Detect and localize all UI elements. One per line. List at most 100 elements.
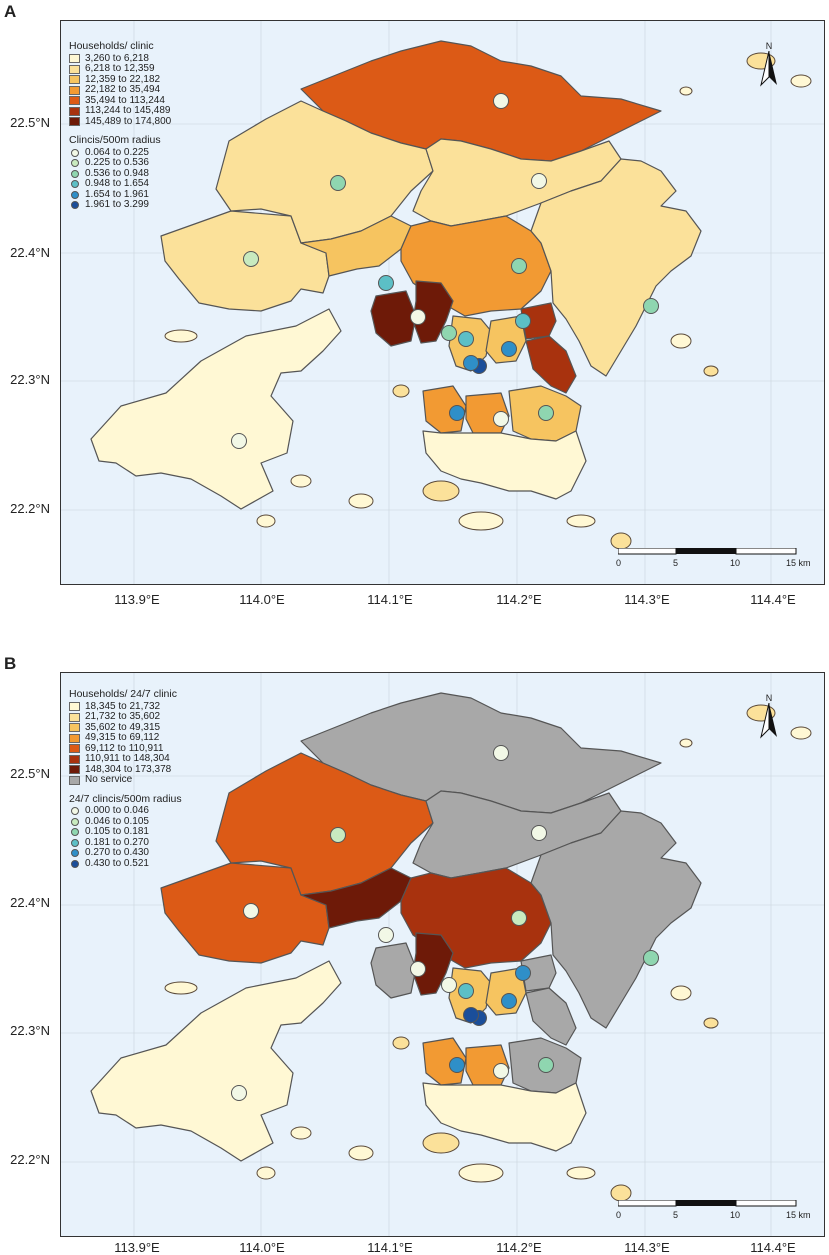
dot-legend-label: 0.181 to 0.270 — [85, 836, 149, 848]
north-arrow-icon — [760, 702, 777, 739]
fill-swatch — [69, 712, 80, 722]
fill-legend-title: Households/ clinic — [69, 40, 154, 52]
island — [290, 1126, 312, 1140]
north-arrow-a: N — [758, 41, 780, 89]
clinic-density-dot — [515, 965, 531, 981]
district-region — [422, 385, 467, 434]
clinic-density-dot — [231, 433, 247, 449]
island — [679, 86, 693, 96]
fill-swatch — [69, 723, 80, 733]
island — [610, 532, 632, 550]
scale-tick: 5 — [673, 1210, 679, 1220]
north-label: N — [765, 41, 773, 51]
fill-legend-label: 113,244 to 145,489 — [85, 105, 171, 117]
district-region — [422, 430, 587, 500]
island — [458, 511, 504, 531]
island — [610, 1184, 632, 1202]
fill-legend-title: Households/ 24/7 clinic — [69, 688, 177, 700]
lat-label: 22.3°N — [10, 372, 50, 387]
clinic-density-dot — [410, 961, 426, 977]
dot-legend-item: 0.046 to 0.105 — [69, 816, 182, 828]
fill-legend-label: No service — [85, 774, 133, 786]
lat-label: 22.4°N — [10, 245, 50, 260]
lat-label: 22.2°N — [10, 501, 50, 516]
fill-legend-label: 6,218 to 12,359 — [85, 63, 155, 75]
clinic-density-dot — [378, 927, 394, 943]
dot-legend-item: 0.105 to 0.181 — [69, 827, 182, 838]
dot-legend-label: 0.948 to 1.654 — [85, 178, 149, 190]
lon-label: 114.1°E — [367, 1240, 413, 1255]
fill-legend-item: 22,182 to 35,494 — [69, 85, 171, 96]
island — [458, 1163, 504, 1183]
clinic-density-dot — [538, 405, 554, 421]
clinic-density-dot — [511, 910, 527, 926]
lon-label: 114.4°E — [750, 1240, 796, 1255]
clinic-density-dot — [458, 983, 474, 999]
clinic-density-dot — [441, 977, 457, 993]
dot-legend-label: 0.536 to 0.948 — [85, 167, 149, 179]
dot-legend-title: Clincis/500m radius — [69, 134, 161, 146]
scale-bar-a: 0 5 10 15 km — [616, 548, 816, 576]
clinic-density-dot — [330, 175, 346, 191]
fill-legend-label: 69,112 to 110,911 — [85, 742, 164, 754]
fill-legend-item: 35,494 to 113,244 — [69, 95, 171, 107]
district-region — [215, 100, 434, 244]
district-region — [370, 942, 417, 999]
island — [256, 1166, 276, 1180]
fill-legend-label: 49,315 to 69,112 — [85, 732, 160, 744]
dot-swatch — [71, 838, 79, 847]
north-label: N — [765, 693, 773, 703]
fill-legend-item: 35,602 to 49,315 — [69, 721, 182, 734]
dot-legend-label: 0.225 to 0.536 — [85, 157, 149, 169]
dot-legend-label: 0.064 to 0.225 — [85, 146, 149, 158]
fill-swatch — [69, 765, 80, 775]
clinic-density-dot — [643, 950, 659, 966]
district-region — [422, 1037, 467, 1086]
dot-swatch — [71, 180, 79, 189]
scale-tick: 15 km — [786, 558, 811, 568]
island — [392, 384, 410, 398]
island — [566, 1166, 596, 1180]
fill-swatch — [69, 106, 80, 116]
clinic-density-dot — [511, 258, 527, 274]
fill-swatch — [69, 702, 80, 712]
fill-swatch — [69, 733, 80, 743]
lat-label: 22.4°N — [10, 895, 50, 910]
clinic-density-dot — [243, 903, 259, 919]
fill-legend-label: 35,602 to 49,315 — [85, 721, 161, 733]
fill-swatch — [69, 85, 80, 95]
lat-label: 22.2°N — [10, 1152, 50, 1167]
clinic-density-dot — [330, 827, 346, 843]
clinic-density-dot — [531, 825, 547, 841]
island — [256, 514, 276, 528]
dot-legend-item: 0.000 to 0.046 — [69, 806, 182, 817]
clinic-density-dot — [449, 405, 465, 421]
island — [348, 1145, 374, 1161]
dot-swatch — [71, 807, 79, 816]
map-panel-b: Households/ 24/7 clinic 18,345 to 21,732… — [60, 672, 825, 1237]
fill-swatch — [69, 117, 80, 127]
lon-label: 114.0°E — [239, 1240, 285, 1255]
fill-swatch — [69, 775, 80, 785]
scale-tick: 15 km — [786, 1210, 811, 1220]
lat-label: 22.3°N — [10, 1023, 50, 1038]
island — [566, 514, 596, 528]
map-panel-a: Households/ clinic 3,260 to 6,218 6,218 t… — [60, 20, 825, 585]
dot-legend-item: 0.948 to 1.654 — [69, 179, 171, 190]
island — [670, 333, 692, 349]
north-arrow-icon — [760, 50, 777, 87]
dot-swatch — [71, 817, 79, 826]
fill-swatch — [69, 64, 80, 74]
district-region — [422, 1082, 587, 1152]
clinic-density-dot — [493, 411, 509, 427]
scale-bar-icon — [618, 548, 797, 555]
fill-swatch — [69, 754, 80, 764]
island — [164, 329, 198, 343]
fill-legend-item: 110,911 to 148,304 — [69, 754, 182, 765]
fill-legend-item: 18,345 to 21,732 — [69, 701, 182, 713]
scale-tick: 0 — [616, 1210, 622, 1220]
clinic-density-dot — [463, 355, 479, 371]
island — [392, 1036, 410, 1050]
dot-legend-item: 0.225 to 0.536 — [69, 158, 171, 169]
dot-legend-label: 0.430 to 0.521 — [85, 857, 149, 869]
